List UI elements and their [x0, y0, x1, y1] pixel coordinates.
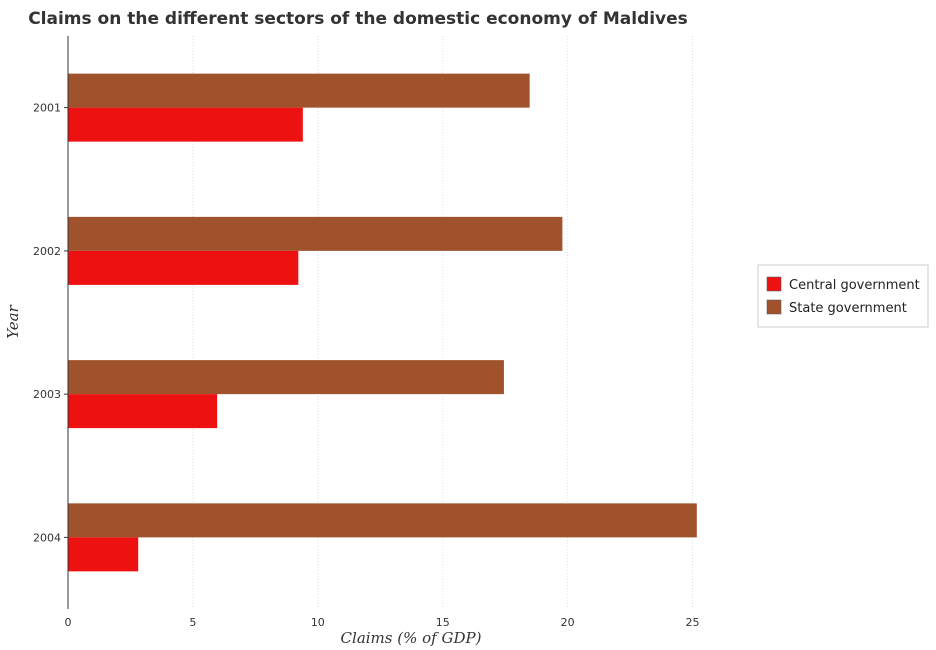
- bar-state-government-2003: [68, 360, 504, 395]
- y-axis-label: Year: [4, 304, 22, 338]
- y-tick-label: 2003: [33, 388, 61, 401]
- y-tick-label: 2002: [33, 245, 61, 258]
- bar-central-government-2001: [68, 107, 303, 142]
- bar-central-government-2004: [68, 537, 139, 572]
- x-tick-label: 15: [436, 616, 450, 629]
- legend-swatch-state-government: [766, 299, 782, 315]
- legend-label-state-government: State government: [789, 301, 907, 316]
- legend: Central government State government: [757, 264, 929, 328]
- x-tick-label: 10: [311, 616, 325, 629]
- x-axis-ticks: 0 5 10 15 20 25: [65, 616, 700, 629]
- bar-central-government-2003: [68, 394, 218, 429]
- y-tick-label: 2001: [33, 102, 61, 115]
- legend-label-central-government: Central government: [789, 278, 920, 293]
- x-tick-label: 20: [561, 616, 575, 629]
- chart-title: Claims on the different sectors of the d…: [28, 9, 688, 29]
- y-tick-label: 2004: [33, 531, 61, 544]
- legend-box: [757, 264, 929, 328]
- x-tick-label: 25: [686, 616, 700, 629]
- bar-state-government-2002: [68, 216, 563, 251]
- x-tick-label: 0: [65, 616, 72, 629]
- bar-state-government-2004: [68, 503, 697, 538]
- legend-swatch-central-government: [766, 276, 782, 292]
- x-tick-label: 5: [189, 616, 196, 629]
- y-axis-ticks: 2001 2002 2003 2004: [33, 102, 68, 544]
- bars: [68, 73, 697, 572]
- x-axis-label: Claims (% of GDP): [341, 629, 482, 647]
- bar-state-government-2001: [68, 73, 530, 108]
- bar-central-government-2002: [68, 250, 299, 285]
